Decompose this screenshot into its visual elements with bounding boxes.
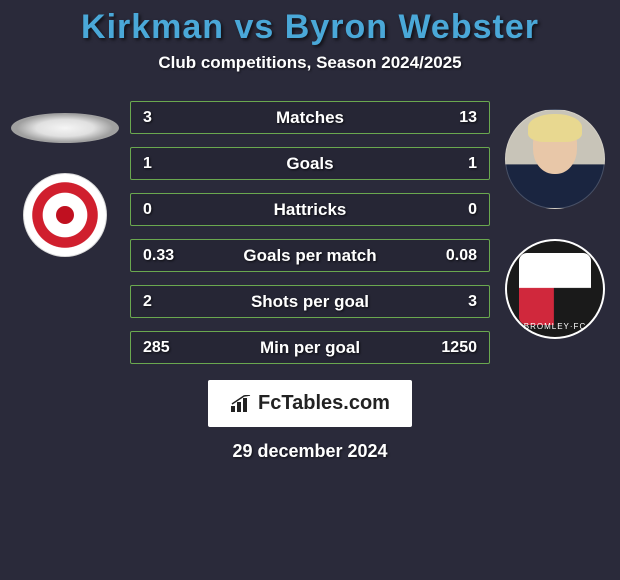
right-player-avatar: [505, 109, 605, 209]
chart-icon: [230, 395, 252, 413]
main-area: 3 Matches 13 1 Goals 1 0 Hattricks 0 0.3…: [0, 101, 620, 364]
stat-right-value: 0.08: [437, 247, 477, 265]
stat-right-value: 0: [437, 201, 477, 219]
stat-label: Matches: [131, 108, 489, 128]
stat-label: Goals per match: [131, 246, 489, 266]
stat-row: 285 Min per goal 1250: [130, 331, 490, 364]
stat-label: Shots per goal: [131, 292, 489, 312]
stat-left-value: 0.33: [143, 247, 183, 265]
stat-row: 1 Goals 1: [130, 147, 490, 180]
stat-right-value: 3: [437, 293, 477, 311]
page-title: Kirkman vs Byron Webster: [0, 8, 620, 47]
branding-text: FcTables.com: [258, 392, 390, 415]
stat-row: 3 Matches 13: [130, 101, 490, 134]
subtitle: Club competitions, Season 2024/2025: [0, 53, 620, 73]
stat-row: 0.33 Goals per match 0.08: [130, 239, 490, 272]
stat-row: 2 Shots per goal 3: [130, 285, 490, 318]
stat-left-value: 3: [143, 109, 183, 127]
stat-row: 0 Hattricks 0: [130, 193, 490, 226]
stat-left-value: 1: [143, 155, 183, 173]
left-player-crest: [23, 173, 107, 257]
stat-right-value: 1250: [437, 339, 477, 357]
stat-label: Min per goal: [131, 338, 489, 358]
stat-label: Hattricks: [131, 200, 489, 220]
date-label: 29 december 2024: [232, 441, 387, 462]
left-player-column: [10, 101, 120, 364]
stat-left-value: 0: [143, 201, 183, 219]
stat-right-value: 1: [437, 155, 477, 173]
stats-column: 3 Matches 13 1 Goals 1 0 Hattricks 0 0.3…: [130, 101, 490, 364]
stat-left-value: 2: [143, 293, 183, 311]
stat-right-value: 13: [437, 109, 477, 127]
right-player-crest: [505, 239, 605, 339]
comparison-infographic: Kirkman vs Byron Webster Club competitio…: [0, 0, 620, 580]
branding-badge: FcTables.com: [208, 380, 412, 427]
left-player-avatar: [11, 113, 119, 143]
right-player-column: [500, 101, 610, 364]
stat-label: Goals: [131, 154, 489, 174]
stat-left-value: 285: [143, 339, 183, 357]
footer: FcTables.com 29 december 2024: [0, 380, 620, 462]
